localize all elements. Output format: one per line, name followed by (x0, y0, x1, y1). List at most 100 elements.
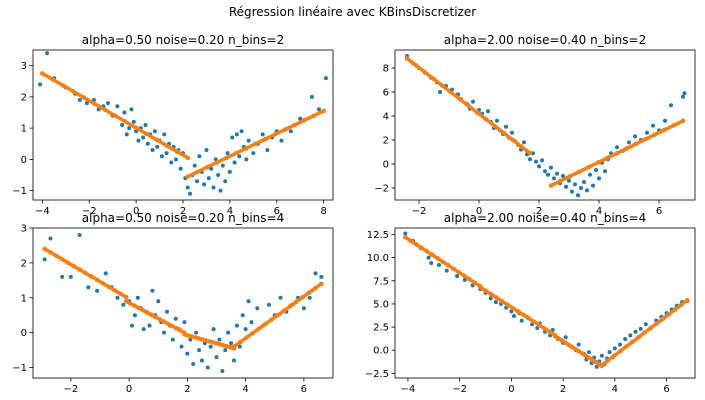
subplot-2: alpha=2.00 noise=0.40 n_bins=2 −2 0 2 4 6 −2 0 2… (374, 33, 696, 217)
fit-point (77, 267, 82, 272)
fit-point (237, 339, 243, 345)
scatter-point (194, 330, 199, 335)
fit-point (177, 328, 183, 333)
scatter-point (211, 327, 216, 332)
fit-point (123, 119, 128, 124)
y-tick-label: 3 (21, 224, 27, 235)
scatter-point (682, 91, 687, 96)
scatter-point (173, 316, 178, 321)
fit-point (624, 146, 629, 151)
fit-point (404, 56, 410, 61)
scatter-point (199, 358, 204, 363)
scatter-point (488, 296, 493, 301)
fit-point (203, 338, 208, 343)
fit-point (408, 238, 414, 244)
fit-point (221, 343, 226, 348)
scatter-point (645, 130, 649, 135)
subplot-title: alpha=2.00 noise=0.40 n_bins=2 (444, 33, 646, 47)
fit-point (224, 155, 229, 161)
scatter-point (504, 124, 508, 129)
scatter-point (589, 361, 594, 366)
fit-point (294, 299, 299, 305)
fit-point (435, 255, 440, 261)
scatter-point (298, 116, 303, 121)
fit-point (413, 241, 419, 247)
scatter-point (227, 169, 232, 174)
fit-point (185, 174, 190, 179)
scatter-point (495, 118, 499, 123)
fit-point (494, 295, 499, 300)
x-tick-label: 2 (536, 206, 542, 217)
fit-point (648, 325, 653, 331)
scatter-point (202, 182, 207, 187)
fit-point (175, 149, 180, 155)
y-tick-label: 8 (383, 64, 389, 75)
scatter-point (534, 159, 538, 164)
fit-point (413, 62, 419, 68)
fit-point (154, 137, 159, 143)
fit-point (642, 137, 648, 142)
fit-point (483, 288, 489, 293)
scatter-point (540, 158, 544, 163)
fit-point (263, 136, 268, 142)
fit-point (531, 319, 537, 324)
x-tick-label: 8 (320, 206, 326, 217)
x-tick-label: 6 (663, 384, 669, 395)
fit-point (684, 297, 690, 303)
fit-point (579, 350, 585, 356)
scatter-point (150, 148, 155, 152)
y-tick-label: 0.0 (373, 346, 389, 357)
scatter-point (115, 295, 120, 300)
x-tick-label: 0 (126, 384, 132, 395)
scatter-point (591, 183, 595, 188)
fit-point (566, 342, 571, 348)
fit-point (165, 321, 171, 326)
scatter-point (455, 274, 460, 279)
x-tick-label: −2 (452, 384, 467, 395)
scatter-point (582, 180, 586, 184)
fit-point (614, 150, 620, 156)
fit-point (262, 321, 268, 327)
fit-point (269, 317, 274, 322)
fit-point (678, 302, 684, 308)
fit-point (233, 150, 239, 156)
scatter-point (45, 51, 50, 56)
fit-point (153, 314, 158, 320)
x-tick-label: 0 (133, 206, 139, 217)
figure-title: Régression linéaire avec KBinsDiscretize… (228, 5, 477, 19)
scatter-point (623, 337, 628, 342)
fit-point (592, 359, 598, 365)
scatter-point (586, 350, 591, 355)
scatter-point (68, 274, 73, 279)
scatter-point (426, 255, 431, 260)
scatter-point (216, 173, 221, 177)
scatter-point (152, 129, 157, 134)
fit-point (140, 307, 146, 313)
scatter-point (164, 151, 169, 156)
scatter-point (229, 341, 234, 346)
fit-point (173, 325, 179, 331)
fit-point (312, 285, 318, 291)
scatter-point (669, 103, 673, 108)
fit-point (527, 150, 533, 156)
subplot-title: alpha=0.50 noise=0.20 n_bins=2 (82, 33, 284, 47)
fit-point (599, 362, 605, 368)
fit-point (472, 280, 478, 286)
scatter-point (129, 107, 134, 112)
fit-point (605, 155, 610, 161)
scatter-point (178, 166, 183, 171)
scatter-point (278, 295, 283, 300)
fit-point (439, 83, 445, 88)
fit-point (526, 315, 531, 321)
scatter-point (185, 185, 190, 190)
scatter-point (155, 144, 160, 149)
fit-point (548, 183, 554, 188)
fit-point (88, 274, 94, 279)
scatter-point (147, 323, 152, 328)
fit-point (164, 143, 170, 149)
fit-point (431, 76, 436, 82)
fit-point (106, 284, 112, 290)
fit-point (256, 326, 262, 331)
scatter-point (255, 306, 260, 311)
scatter-point (197, 154, 202, 159)
